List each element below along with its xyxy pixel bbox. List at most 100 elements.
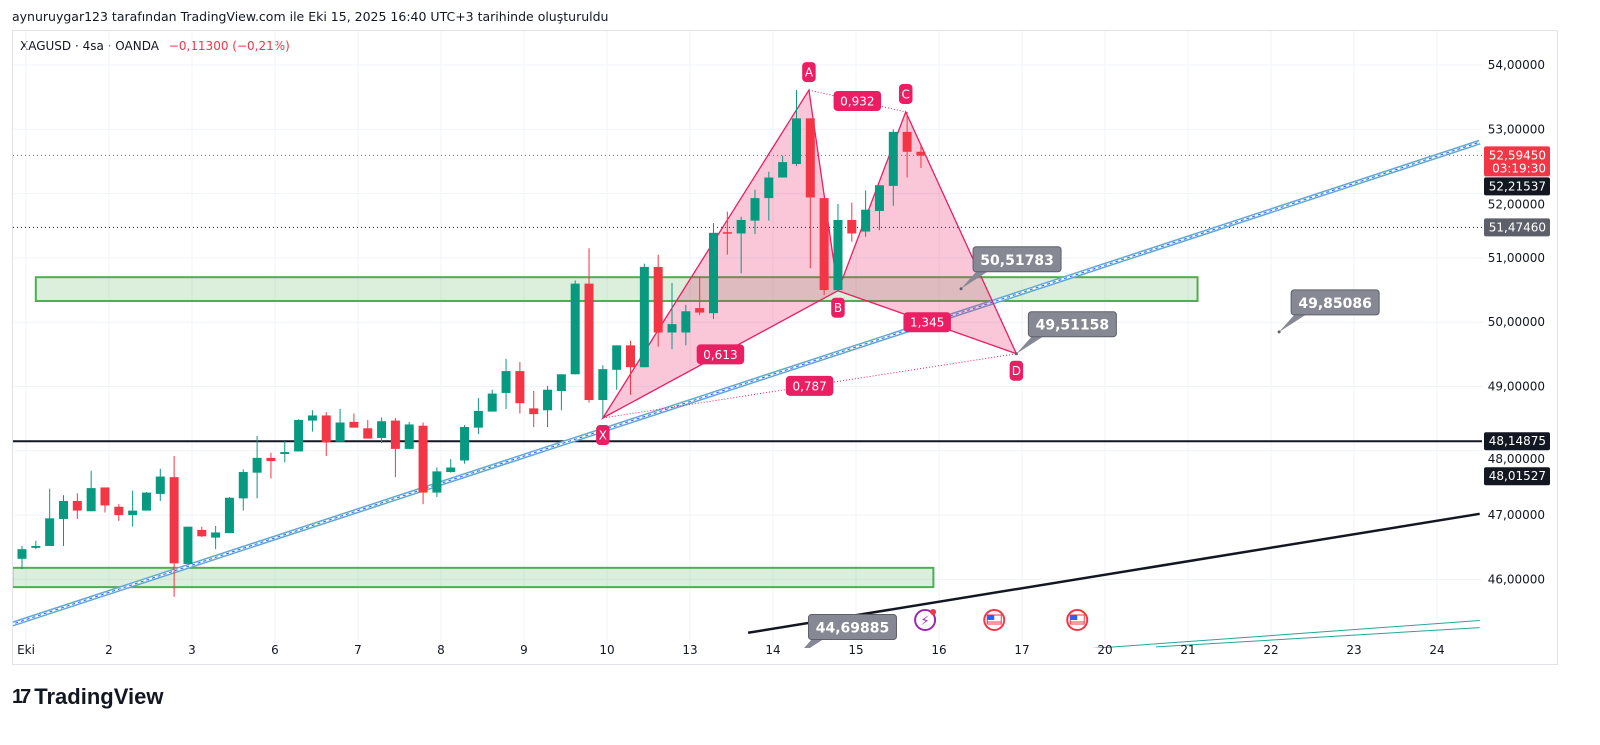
price-tag-text: 48,01527 — [1489, 469, 1546, 483]
support-trendline — [747, 512, 1480, 635]
axes: Eki 2 3 6 7 8 9 10 13 14 15 16 17 20 21 22 23 24⚡54,00000… — [17, 58, 1550, 657]
candle-body — [307, 415, 317, 421]
y-tick-label: 51,00000 — [1488, 251, 1545, 265]
xab-triangle — [600, 88, 839, 420]
candle — [584, 248, 594, 403]
x-tick-label: 13 — [682, 643, 697, 657]
candle-body — [31, 545, 41, 548]
candle — [736, 216, 746, 274]
candle-body — [169, 477, 179, 564]
candle-body — [487, 393, 497, 412]
candle — [626, 340, 636, 395]
price-tag-text: 52,21537 — [1489, 179, 1546, 193]
x-tick-label: 14 — [765, 643, 780, 657]
candle — [294, 419, 304, 452]
callout-anchor — [1277, 330, 1281, 334]
point-b-label-text: B — [834, 301, 842, 315]
candle — [335, 409, 345, 442]
y-tick-label: 50,00000 — [1488, 315, 1545, 329]
candle-body — [58, 500, 68, 519]
ratio-xd-label-bg — [785, 375, 834, 396]
candle — [819, 198, 829, 296]
candle — [17, 545, 27, 570]
candle — [791, 90, 801, 166]
event-dot — [930, 609, 937, 615]
price-tag-bg — [1484, 218, 1550, 237]
ratio-xd-label-text: 0,787 — [792, 379, 826, 393]
candle-body — [805, 118, 815, 198]
point-c-label: C — [898, 83, 913, 104]
candle-body — [224, 497, 234, 534]
chart-frame — [12, 30, 1558, 665]
candle — [45, 488, 55, 546]
candle-body — [460, 427, 470, 461]
candle-body — [750, 198, 760, 221]
price-tag: 51,47460 — [1484, 218, 1550, 237]
candle-body — [736, 219, 746, 234]
candle — [764, 171, 774, 221]
candle-body — [501, 371, 511, 393]
y-tick-label: 54,00000 — [1488, 58, 1545, 72]
point-d-label-bg — [1009, 360, 1024, 381]
x-tick-label: 16 — [931, 643, 946, 657]
teal-trendline — [1091, 620, 1480, 648]
candle-body — [681, 311, 691, 333]
ratio-ac-label-bg — [833, 91, 882, 112]
support-zone — [34, 276, 1199, 302]
price-tag: 48,14875 — [1484, 432, 1550, 451]
candle-body — [570, 283, 580, 375]
candle — [653, 254, 663, 347]
callout-box — [1290, 289, 1380, 316]
candle-body — [321, 415, 331, 443]
point-b-label: B — [831, 297, 845, 318]
candle-body — [17, 549, 27, 559]
callout-pointer — [804, 638, 825, 648]
x-tick-label: 8 — [437, 643, 445, 657]
candle-body — [916, 151, 926, 156]
callout-pointer — [1279, 313, 1308, 332]
candle — [446, 459, 456, 473]
x-tick-label: Eki — [17, 643, 35, 657]
price-tag-text: 52,59450 — [1489, 148, 1546, 162]
x-tick-label: 6 — [271, 643, 279, 657]
candle-body — [695, 308, 705, 313]
candle-body — [529, 408, 539, 415]
symbol-label[interactable]: XAGUSD · 4sa · OANDA — [20, 39, 159, 53]
x-tick-label: 2 — [105, 643, 113, 657]
candle-body — [418, 425, 428, 493]
candle-body — [86, 488, 96, 512]
plot-area: 0,613 0,932 1,345 0,787 X A B C D 50,51783 49,5115… — [13, 62, 1482, 648]
price-callout: 49,85086 — [1277, 289, 1380, 334]
x-tick-label: 20 — [1097, 643, 1112, 657]
candle-body — [764, 177, 774, 199]
flag-canton — [1070, 615, 1078, 620]
price-tag: 48,01527 — [1484, 467, 1550, 486]
candle-body — [653, 266, 663, 333]
tradingview-logo[interactable]: 17 TradingView — [12, 684, 163, 710]
x-tick-label: 9 — [520, 643, 528, 657]
price-callout: 44,69885 — [804, 614, 897, 648]
candle — [141, 491, 151, 511]
candle — [418, 422, 428, 505]
price-tag-bg — [1484, 146, 1550, 177]
point-a-label-bg — [802, 62, 816, 83]
y-tick-label: 52,00000 — [1488, 197, 1545, 211]
candle — [211, 526, 221, 550]
candle — [363, 419, 373, 439]
callout-text: 49,51158 — [1036, 318, 1110, 334]
candle — [169, 455, 179, 597]
candle-body — [128, 510, 138, 516]
teal-trendline — [1156, 627, 1480, 648]
callout-pointer — [1016, 335, 1045, 354]
candle — [612, 345, 622, 390]
candle-body — [363, 428, 373, 439]
grid — [13, 31, 1482, 648]
candle-body — [819, 198, 829, 291]
candle — [252, 436, 262, 499]
candle — [432, 467, 442, 498]
callout-pointer — [961, 270, 990, 289]
candle — [543, 385, 553, 428]
candle-body — [72, 500, 82, 511]
